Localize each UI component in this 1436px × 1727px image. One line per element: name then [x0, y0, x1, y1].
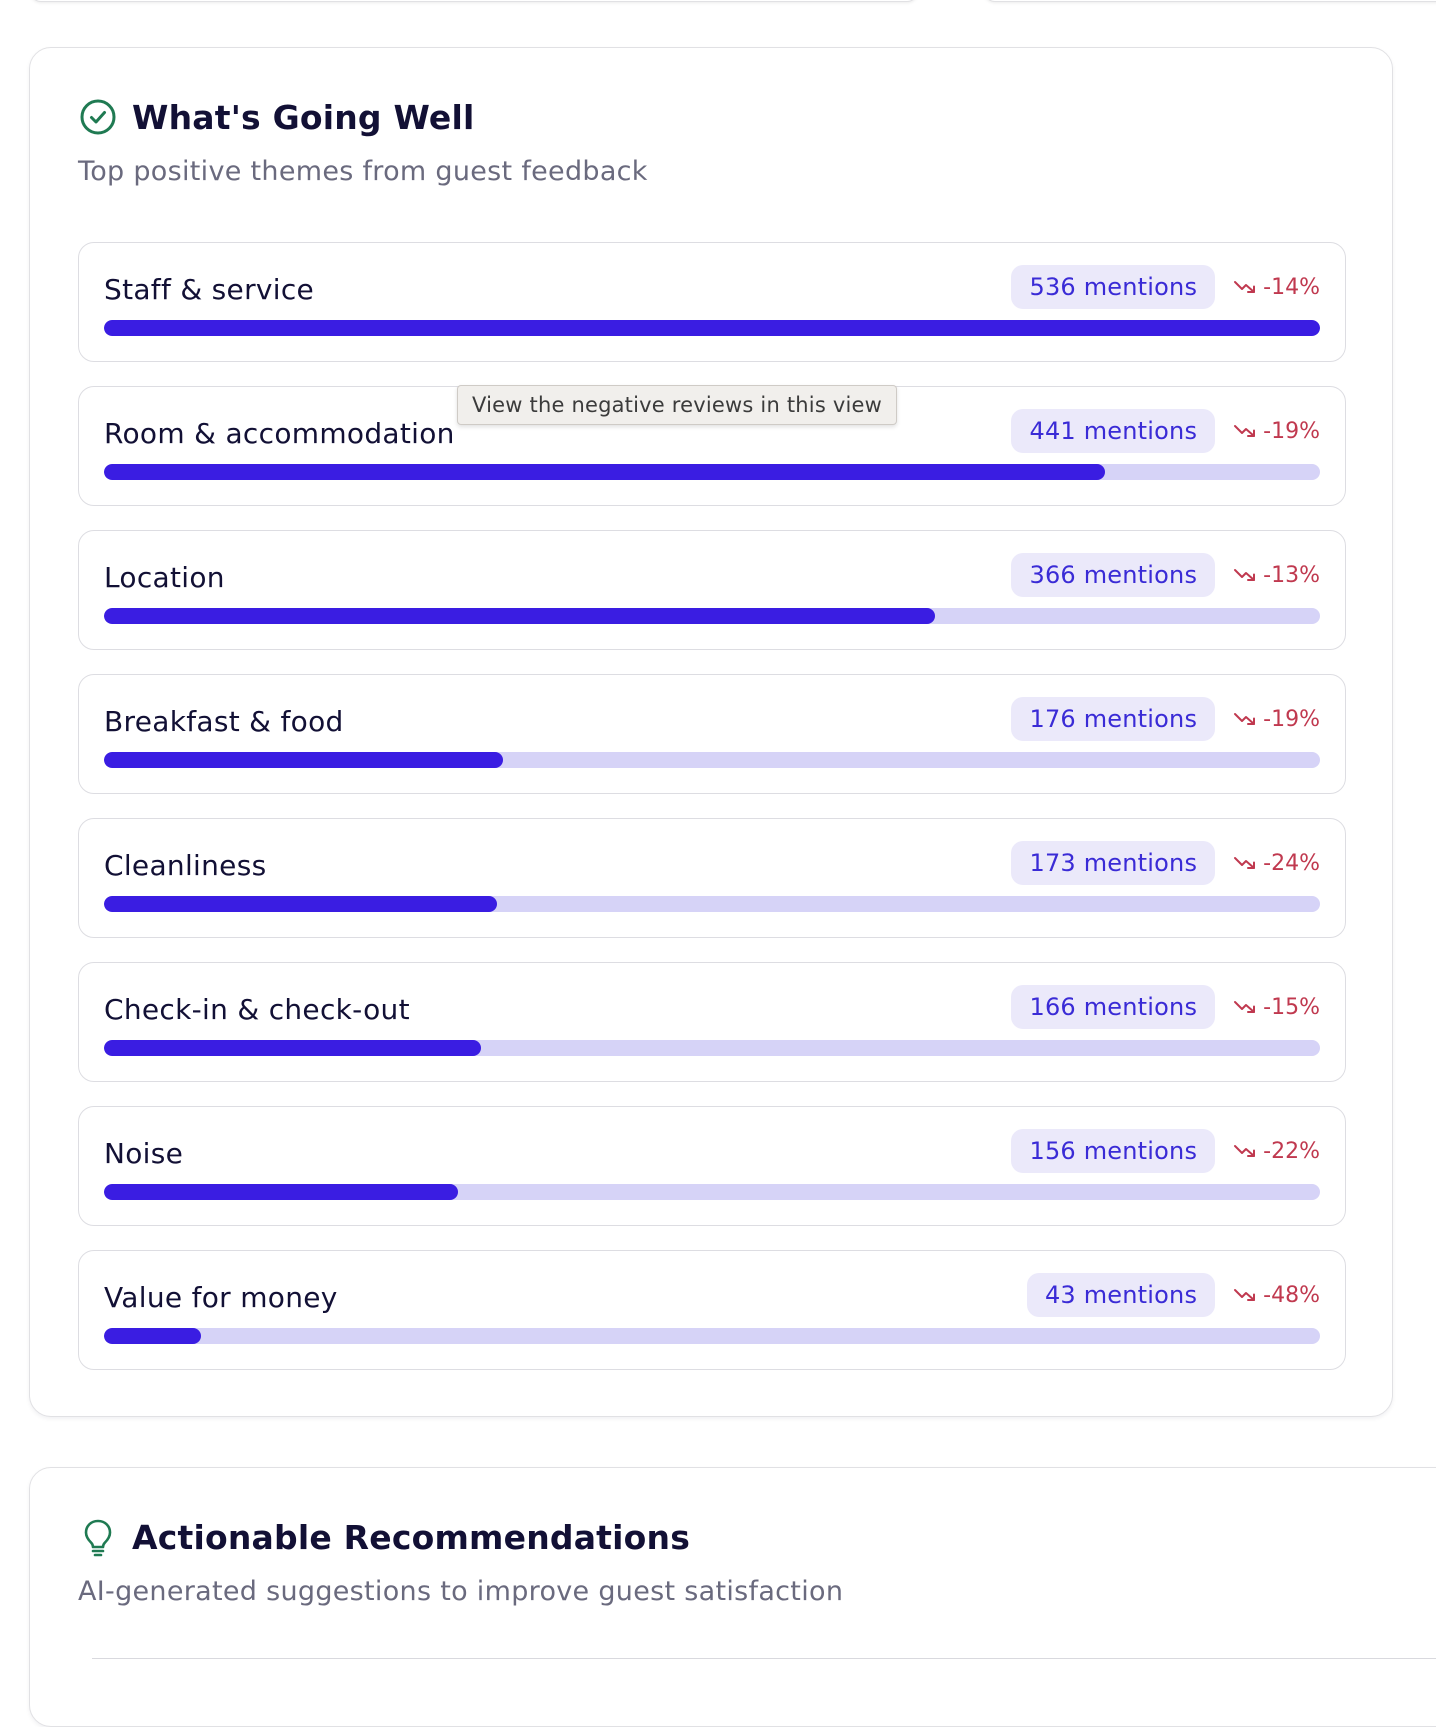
theme-meta: 366 mentions -13% [1011, 553, 1320, 597]
trend-value: -14% [1263, 274, 1320, 300]
trend-indicator[interactable]: -15% [1233, 995, 1320, 1020]
card-subtitle: Top positive themes from guest feedback [78, 156, 648, 187]
trend-indicator[interactable]: -19% [1233, 419, 1320, 444]
trending-down-icon [1234, 569, 1256, 581]
trending-down-icon [1234, 1289, 1256, 1301]
previous-card-left [30, 0, 918, 2]
theme-name: Noise [104, 1137, 184, 1170]
progress-track [104, 464, 1320, 480]
card-header: What's Going Well [78, 97, 474, 137]
lightbulb-icon [78, 1517, 118, 1557]
previous-card-right [984, 0, 1436, 2]
theme-row[interactable]: Cleanliness 173 mentions -24% [78, 818, 1346, 938]
trend-indicator[interactable]: -14% [1233, 275, 1320, 300]
theme-meta: 536 mentions -14% [1011, 265, 1320, 309]
progress-track [104, 1040, 1320, 1056]
progress-fill [104, 752, 503, 768]
trending-down-icon [1234, 281, 1256, 293]
card-title: What's Going Well [132, 97, 475, 137]
divider [92, 1658, 1436, 1659]
theme-name: Breakfast & food [104, 705, 344, 738]
theme-meta: 156 mentions -22% [1011, 1129, 1320, 1173]
progress-track [104, 896, 1320, 912]
check-circle-icon [78, 97, 118, 137]
theme-row[interactable]: Location 366 mentions -13% [78, 530, 1346, 650]
progress-track [104, 752, 1320, 768]
mentions-badge[interactable]: 173 mentions [1011, 841, 1216, 885]
theme-name: Cleanliness [104, 849, 267, 882]
mentions-badge[interactable]: 536 mentions [1011, 265, 1216, 309]
trending-down-icon [1234, 1001, 1256, 1013]
trend-value: -19% [1263, 418, 1320, 444]
trend-indicator[interactable]: -48% [1233, 1283, 1320, 1308]
progress-fill [104, 1328, 202, 1344]
theme-meta: 176 mentions -19% [1011, 697, 1320, 741]
trending-down-icon [1234, 425, 1256, 437]
trend-value: -22% [1263, 1138, 1320, 1164]
progress-track [104, 1328, 1320, 1344]
progress-fill [104, 464, 1105, 480]
theme-meta: 43 mentions -48% [1026, 1273, 1320, 1317]
progress-fill [104, 896, 497, 912]
theme-name: Room & accommodation [104, 417, 455, 450]
trend-value: -19% [1263, 706, 1320, 732]
progress-fill [104, 1040, 481, 1056]
whats-going-well-card: What's Going Well Top positive themes fr… [29, 47, 1393, 1417]
theme-meta: 173 mentions -24% [1011, 841, 1320, 885]
trend-value: -24% [1263, 850, 1320, 876]
progress-fill [104, 1184, 458, 1200]
mentions-badge[interactable]: 366 mentions [1011, 553, 1216, 597]
theme-row[interactable]: Value for money 43 mentions -48% [78, 1250, 1346, 1370]
mentions-badge[interactable]: 43 mentions [1026, 1273, 1216, 1317]
tooltip: View the negative reviews in this view [457, 385, 898, 425]
theme-meta: 441 mentions -19% [1011, 409, 1320, 453]
progress-track [104, 320, 1320, 336]
trend-indicator[interactable]: -19% [1233, 707, 1320, 732]
trend-indicator[interactable]: -22% [1233, 1139, 1320, 1164]
trend-value: -48% [1263, 1282, 1320, 1308]
trend-value: -15% [1263, 994, 1320, 1020]
theme-row[interactable]: Noise 156 mentions -22% [78, 1106, 1346, 1226]
theme-name: Check-in & check-out [104, 993, 410, 1026]
trending-down-icon [1234, 713, 1256, 725]
progress-track [104, 608, 1320, 624]
theme-name: Staff & service [104, 273, 315, 306]
progress-fill [104, 320, 1320, 336]
trending-down-icon [1234, 857, 1256, 869]
trending-down-icon [1234, 1145, 1256, 1157]
theme-row[interactable]: Staff & service 536 mentions -14% [78, 242, 1346, 362]
theme-row[interactable]: Check-in & check-out 166 mentions -15% [78, 962, 1346, 1082]
trend-indicator[interactable]: -13% [1233, 563, 1320, 588]
actionable-recommendations-card: Actionable Recommendations AI-generated … [29, 1467, 1436, 1727]
mentions-badge[interactable]: 441 mentions [1011, 409, 1216, 453]
progress-fill [104, 608, 935, 624]
card-subtitle: AI-generated suggestions to improve gues… [78, 1576, 844, 1607]
theme-meta: 166 mentions -15% [1011, 985, 1320, 1029]
progress-track [104, 1184, 1320, 1200]
theme-name: Location [104, 561, 225, 594]
trend-indicator[interactable]: -24% [1233, 851, 1320, 876]
card-title: Actionable Recommendations [132, 1517, 691, 1557]
card-header: Actionable Recommendations [78, 1517, 690, 1557]
trend-value: -13% [1263, 562, 1320, 588]
theme-name: Value for money [104, 1281, 338, 1314]
mentions-badge[interactable]: 166 mentions [1011, 985, 1216, 1029]
mentions-badge[interactable]: 156 mentions [1011, 1129, 1216, 1173]
mentions-badge[interactable]: 176 mentions [1011, 697, 1216, 741]
theme-row[interactable]: Breakfast & food 176 mentions -19% [78, 674, 1346, 794]
